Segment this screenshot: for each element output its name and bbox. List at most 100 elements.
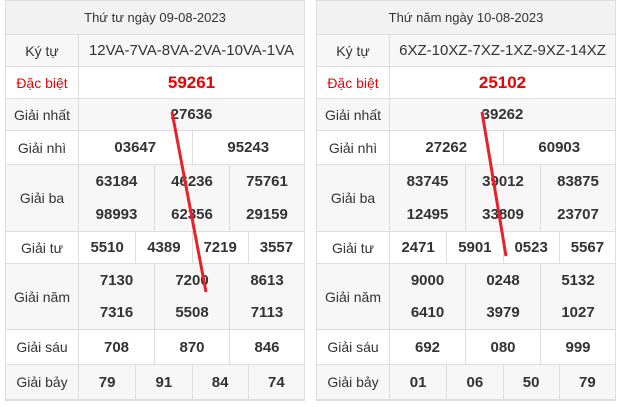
prize-values: 12VA-7VA-8VA-2VA-10VA-1VA: [79, 35, 304, 66]
prize-number: 79: [558, 365, 615, 399]
prize-values: 83745 39012 83875 12495 33809 23707: [390, 165, 615, 231]
prize-number: 7316: [99, 304, 134, 322]
prize-row: Ký tự 6XZ-10XZ-7XZ-1XZ-9XZ-14XZ: [317, 35, 615, 67]
prize-row: Giải ba 63184 46236 75761 98993 62356 29159: [6, 165, 304, 232]
prize-number: 1027: [540, 296, 615, 329]
prize-number: 7219: [191, 232, 248, 263]
prize-number: 080: [465, 330, 540, 364]
prize-number: 95243: [191, 131, 305, 164]
prize-number: 7130: [99, 271, 134, 289]
prize-row: Giải nhì 27262 60903: [317, 131, 615, 165]
prize-number: 74: [247, 365, 304, 399]
prize-number: 2471: [401, 239, 435, 256]
prize-number: 59261: [167, 72, 216, 92]
prize-row: Giải nhất 39262: [317, 99, 615, 131]
prize-values: 27636: [79, 99, 304, 130]
prize-number: 63184: [95, 173, 138, 190]
prize-number: 25102: [478, 72, 527, 92]
prize-row: Giải sáu 692 080 999: [317, 330, 615, 365]
prize-number: 708: [103, 338, 130, 356]
prize-number: 6XZ-10XZ-7XZ-1XZ-9XZ-14XZ: [399, 42, 606, 59]
prize-number: 83875: [540, 165, 615, 198]
prize-row: Giải bảy 01 06 50 79: [317, 365, 615, 400]
prize-number: 91: [135, 365, 191, 399]
prize-row: Đặc biệt 25102: [317, 67, 615, 99]
prize-number: 4389: [135, 232, 191, 263]
prize-number: 3979: [465, 296, 540, 329]
prize-label: Đặc biệt: [317, 67, 390, 98]
prize-number: 7200: [154, 264, 229, 297]
prize-values: 27262 60903: [390, 131, 615, 164]
prize-number: 3557: [247, 232, 304, 263]
prize-number: 5567: [558, 232, 615, 263]
prize-number: 39012: [465, 165, 540, 198]
prize-values: 63184 46236 75761 98993 62356 29159: [79, 165, 304, 231]
prize-number: 9000: [410, 271, 445, 289]
prize-row: Giải tư 5510 4389 7219 3557: [6, 232, 304, 264]
prize-values: 708 870 846: [79, 330, 304, 364]
prize-label: Giải tư: [317, 232, 390, 263]
prize-label: Giải nhất: [6, 99, 79, 130]
prize-values: 692 080 999: [390, 330, 615, 364]
prize-label: Ký tự: [6, 35, 79, 66]
prize-row: Giải tư 2471 5901 0523 5567: [317, 232, 615, 264]
prize-values: 2471 5901 0523 5567: [390, 232, 615, 263]
prize-values: 03647 95243: [79, 131, 304, 164]
prize-number: 33809: [465, 198, 540, 231]
prize-number: 46236: [154, 165, 229, 198]
prize-number: 50: [502, 365, 559, 399]
prize-label: Giải năm: [317, 264, 390, 329]
prize-number: 01: [409, 373, 427, 391]
prize-label: Giải ba: [317, 165, 390, 231]
prize-number: 7113: [229, 296, 304, 329]
prize-number: 12495: [406, 206, 449, 223]
prize-row: Giải năm 7130 7200 8613 7316 5508 7113: [6, 264, 304, 330]
prize-values: 79 91 84 74: [79, 365, 304, 399]
prize-number: 60903: [502, 131, 616, 164]
result-table: Thứ tư ngày 09-08-2023 Ký tự 12VA-7VA-8VA-…: [5, 0, 305, 401]
prize-label: Giải nhì: [317, 131, 390, 164]
prize-number: 6410: [410, 304, 445, 322]
prize-label: Giải nhì: [6, 131, 79, 164]
prize-number: 12VA-7VA-8VA-2VA-10VA-1VA: [88, 42, 295, 59]
table-title: Thứ tư ngày 09-08-2023: [6, 1, 304, 35]
prize-number: 999: [540, 330, 615, 364]
prize-number: 5132: [540, 264, 615, 297]
prize-row: Giải nhì 03647 95243: [6, 131, 304, 165]
prize-number: 5901: [446, 232, 502, 263]
prize-row: Giải ba 83745 39012 83875 12495 33809 23707: [317, 165, 615, 232]
prize-label: Giải năm: [6, 264, 79, 329]
prize-values: 39262: [390, 99, 615, 130]
prize-number: 23707: [540, 198, 615, 231]
prize-label: Giải nhất: [317, 99, 390, 130]
prize-label: Ký tự: [317, 35, 390, 66]
prize-values: 59261: [79, 67, 304, 98]
prize-number: 98993: [95, 206, 138, 223]
prize-values: 5510 4389 7219 3557: [79, 232, 304, 263]
prize-values: 01 06 50 79: [390, 365, 615, 399]
prize-label: Đặc biệt: [6, 67, 79, 98]
prize-number: 870: [154, 330, 229, 364]
prize-number: 8613: [229, 264, 304, 297]
prize-label: Giải tư: [6, 232, 79, 263]
prize-number: 846: [229, 330, 304, 364]
table-title: Thứ năm ngày 10-08-2023: [317, 1, 615, 35]
prize-label: Giải bảy: [6, 365, 79, 399]
prize-number: 79: [98, 373, 116, 391]
prize-number: 83745: [406, 173, 449, 190]
prize-label: Giải sáu: [6, 330, 79, 364]
prize-values: 9000 0248 5132 6410 3979 1027: [390, 264, 615, 329]
prize-values: 7130 7200 8613 7316 5508 7113: [79, 264, 304, 329]
prize-number: 5508: [154, 296, 229, 329]
prize-values: 6XZ-10XZ-7XZ-1XZ-9XZ-14XZ: [390, 35, 615, 66]
prize-number: 5510: [90, 239, 124, 256]
prize-number: 03647: [114, 139, 157, 156]
prize-row: Ký tự 12VA-7VA-8VA-2VA-10VA-1VA: [6, 35, 304, 67]
prize-number: 0523: [502, 232, 559, 263]
prize-row: Giải năm 9000 0248 5132 6410 3979 1027: [317, 264, 615, 330]
prize-number: 0248: [465, 264, 540, 297]
prize-row: Giải nhất 27636: [6, 99, 304, 131]
result-table: Thứ năm ngày 10-08-2023 Ký tự 6XZ-10XZ-7XZ…: [316, 0, 616, 401]
prize-number: 27636: [170, 106, 213, 123]
